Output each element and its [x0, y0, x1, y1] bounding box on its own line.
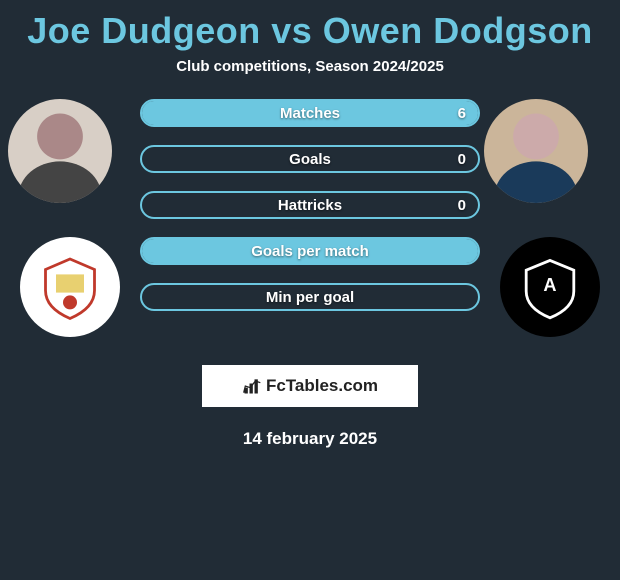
stat-label: Matches [280, 105, 340, 122]
person-icon [484, 99, 588, 203]
stat-label: Goals [289, 151, 331, 168]
subtitle: Club competitions, Season 2024/2025 [0, 58, 620, 75]
stat-label: Hattricks [278, 197, 342, 214]
shield-icon: A [515, 252, 585, 322]
svg-text:A: A [543, 275, 556, 295]
club-right-badge: A [500, 237, 600, 337]
stat-bar: Matches 6 [140, 99, 480, 127]
stat-bar: Hattricks 0 [140, 191, 480, 219]
stat-label: Goals per match [251, 243, 369, 260]
stat-right-value: 0 [458, 197, 466, 214]
person-icon [8, 99, 112, 203]
club-left-badge [20, 237, 120, 337]
branding-text: FcTables.com [266, 376, 378, 396]
stat-bar: Min per goal [140, 283, 480, 311]
date-text: 14 february 2025 [0, 429, 620, 449]
stat-right-value: 0 [458, 151, 466, 168]
stat-right-value: 6 [458, 105, 466, 122]
shield-icon [35, 252, 105, 322]
branding-badge: FcTables.com [202, 365, 418, 407]
player-right-avatar [484, 99, 588, 203]
stat-bar: Goals per match [140, 237, 480, 265]
comparison-area: A Matches 6 Goals 0 Hattricks 0 Goals pe… [0, 105, 620, 345]
page-title: Joe Dudgeon vs Owen Dodgson [0, 0, 620, 52]
player-left-avatar [8, 99, 112, 203]
stat-bars: Matches 6 Goals 0 Hattricks 0 Goals per … [140, 99, 480, 329]
stat-bar: Goals 0 [140, 145, 480, 173]
bar-chart-icon [242, 376, 262, 396]
stat-label: Min per goal [266, 289, 354, 306]
